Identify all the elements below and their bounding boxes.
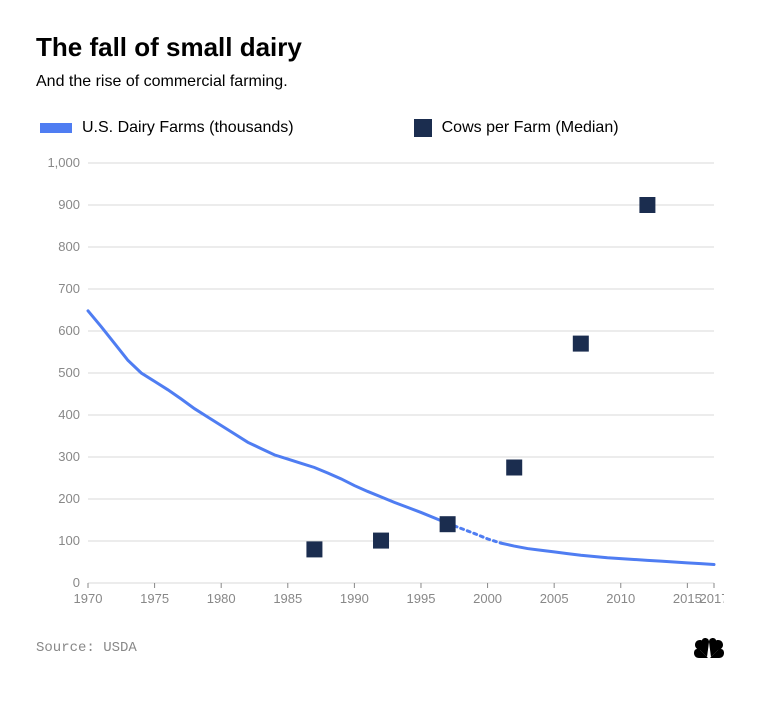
svg-text:200: 200: [58, 491, 80, 506]
legend-label-scatter: Cows per Farm (Median): [442, 119, 619, 137]
legend-item-scatter: Cows per Farm (Median): [414, 119, 619, 137]
chart-subtitle: And the rise of commercial farming.: [36, 73, 724, 91]
svg-text:400: 400: [58, 407, 80, 422]
chart-area: 0 100 200 300 400 500 600 700 800 900 1,000 1970 197…: [36, 153, 724, 613]
svg-text:1985: 1985: [273, 591, 302, 606]
svg-text:1,000: 1,000: [47, 155, 80, 170]
svg-text:1970: 1970: [74, 591, 103, 606]
legend-item-line: U.S. Dairy Farms (thousands): [40, 119, 294, 137]
chart-svg: 0 100 200 300 400 500 600 700 800 900 1,000 1970 197…: [36, 153, 724, 613]
svg-text:1995: 1995: [407, 591, 436, 606]
nbc-logo-icon: [694, 637, 724, 659]
svg-text:2017: 2017: [700, 591, 724, 606]
legend-swatch-line: [40, 123, 72, 133]
source-label: Source: USDA: [36, 640, 137, 656]
svg-text:100: 100: [58, 533, 80, 548]
svg-text:0: 0: [73, 575, 80, 590]
chart-title: The fall of small dairy: [36, 32, 724, 63]
legend-label-line: U.S. Dairy Farms (thousands): [82, 119, 294, 137]
svg-text:1975: 1975: [140, 591, 169, 606]
svg-text:1990: 1990: [340, 591, 369, 606]
svg-text:600: 600: [58, 323, 80, 338]
svg-text:300: 300: [58, 449, 80, 464]
legend-swatch-square: [414, 119, 432, 137]
legend: U.S. Dairy Farms (thousands) Cows per Fa…: [36, 119, 724, 137]
svg-text:2010: 2010: [606, 591, 635, 606]
svg-text:800: 800: [58, 239, 80, 254]
footer: Source: USDA: [36, 637, 724, 659]
svg-text:2015: 2015: [673, 591, 702, 606]
svg-text:700: 700: [58, 281, 80, 296]
svg-text:900: 900: [58, 197, 80, 212]
svg-text:500: 500: [58, 365, 80, 380]
svg-text:2005: 2005: [540, 591, 569, 606]
svg-text:2000: 2000: [473, 591, 502, 606]
svg-text:1980: 1980: [207, 591, 236, 606]
